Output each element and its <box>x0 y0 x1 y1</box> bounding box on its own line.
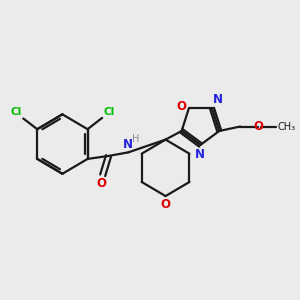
Text: Cl: Cl <box>103 107 115 117</box>
Text: O: O <box>160 198 171 212</box>
Text: O: O <box>176 100 187 113</box>
Text: CH₃: CH₃ <box>278 122 296 131</box>
Text: N: N <box>123 138 133 151</box>
Text: N: N <box>213 93 223 106</box>
Text: H: H <box>132 134 139 144</box>
Text: N: N <box>195 148 205 161</box>
Text: O: O <box>96 177 106 190</box>
Text: O: O <box>253 120 263 133</box>
Text: Cl: Cl <box>11 107 22 117</box>
